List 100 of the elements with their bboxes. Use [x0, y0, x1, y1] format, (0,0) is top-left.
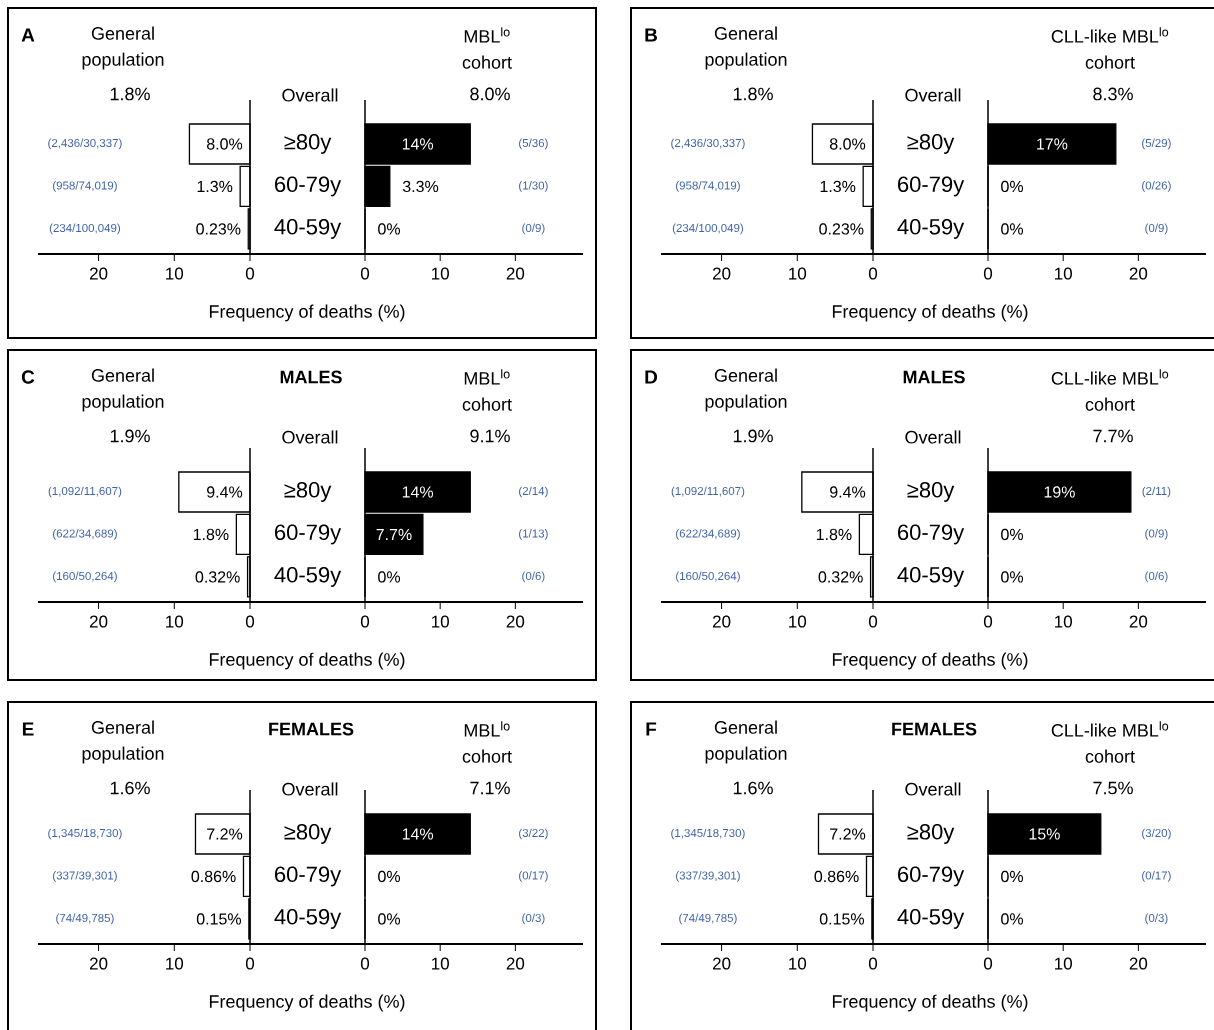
text: 9.1% — [470, 429, 510, 443]
x-tick-label: 20 — [89, 615, 108, 628]
annotation: (958/74,019) — [676, 181, 740, 192]
x-tick-label: 0 — [868, 267, 878, 280]
annotation: 1.8% — [110, 87, 150, 101]
y-tick-label: 40-59y — [897, 908, 965, 929]
data-label: 8.0% — [206, 138, 243, 150]
x-axis-title: Frequency of deaths (%) — [832, 304, 1028, 322]
data-label: 0.23% — [819, 223, 864, 235]
annotation: (1,345/18,730) — [48, 828, 122, 840]
annotation: (337/39,301) — [53, 871, 117, 882]
data-label: 1.8% — [193, 528, 229, 541]
y-tick-label: 40-59y — [897, 566, 965, 587]
x-tick-label: 0 — [868, 957, 878, 970]
annotation: (337/39,301) — [676, 871, 740, 882]
annotation: 1.6% — [110, 781, 150, 795]
x-tick-label: 10 — [432, 615, 449, 628]
annotation: (1,092/11,607) — [48, 486, 122, 498]
x-tick-label: 10 — [432, 957, 449, 970]
y-tick-label: 40-59y — [274, 566, 342, 587]
data-label: 0% — [378, 571, 401, 583]
x-axis-title: Frequency of deaths (%) — [209, 652, 405, 670]
chart-title: MBL$^{lo}$ cohort — [462, 27, 512, 69]
data-label: 0.86% — [814, 870, 859, 883]
x-tick-label: 20 — [506, 957, 525, 970]
annotation: (74/49,785) — [679, 913, 737, 925]
annotation: (622/34,689) — [53, 529, 117, 540]
text: FEMALES — [892, 722, 977, 736]
x-tick-label: 20 — [1129, 267, 1148, 280]
x-tick-label: 0 — [983, 267, 993, 280]
annotation: 1.8% — [733, 87, 773, 101]
data-label: 0% — [1001, 528, 1024, 541]
x-tick-label: 20 — [506, 615, 525, 628]
data-label: 3.3% — [402, 180, 439, 193]
data-label: 17% — [1037, 138, 1068, 150]
annotation: (74/49,785) — [56, 913, 114, 925]
chart-title: CLL-like MBL$^{lo}$ cohort — [1051, 721, 1169, 763]
annotation: (5/29) — [1142, 138, 1171, 150]
text: Overall — [905, 430, 961, 444]
chart-title: General population — [705, 720, 787, 764]
x-tick-label: 10 — [1055, 957, 1072, 970]
data-label: 14% — [402, 486, 434, 498]
annotation: (2,436/30,337) — [671, 138, 745, 150]
data-label: 0.86% — [191, 870, 236, 883]
data-label: 0.32% — [195, 571, 240, 583]
annotation: (1/30) — [519, 181, 548, 192]
chart-title: CLL-like MBL$^{lo}$ cohort — [1051, 27, 1169, 69]
y-tick-label: ≥80y — [284, 824, 332, 844]
annotation: (234/100,049) — [49, 223, 121, 235]
annotation: (0/17) — [1142, 871, 1171, 882]
chart-title: General population — [82, 720, 164, 764]
y-tick-label: 60-79y — [275, 524, 342, 545]
y-tick-label: ≥80y — [907, 824, 955, 844]
data-label: 0.15% — [819, 913, 865, 925]
text: E — [22, 722, 34, 736]
x-tick-label: 20 — [712, 957, 731, 970]
y-tick-label: 60-79y — [898, 176, 965, 197]
annotation: (622/34,689) — [676, 529, 740, 540]
text: D — [645, 370, 658, 384]
x-tick-label: 0 — [360, 267, 370, 280]
x-tick-label: 20 — [712, 615, 731, 628]
annotation: 8.0% — [470, 87, 510, 101]
y-tick-label: ≥80y — [907, 482, 955, 502]
data-label: 0% — [378, 913, 401, 925]
annotation: (0/9) — [1145, 529, 1168, 540]
annotation: 7.1% — [470, 781, 510, 795]
text: 1.9% — [733, 429, 773, 443]
y-tick-label: 60-79y — [898, 524, 965, 545]
x-tick-label: 20 — [1129, 615, 1148, 628]
y-tick-label: 60-79y — [275, 866, 342, 887]
annotation: (3/20) — [1142, 828, 1171, 840]
y-tick-label: 60-79y — [898, 866, 965, 887]
annotation: (0/6) — [522, 571, 545, 583]
text: A — [21, 28, 35, 42]
data-label: 0% — [1001, 913, 1024, 925]
x-tick-label: 0 — [868, 615, 878, 628]
annotation: (958/74,019) — [53, 181, 117, 192]
text: Overall — [282, 782, 338, 796]
annotation: 1.6% — [733, 781, 773, 795]
annotation: (1,092/11,607) — [671, 486, 745, 498]
data-label: 0.15% — [196, 913, 242, 925]
annotation: (0/9) — [1145, 223, 1168, 235]
data-label: 0% — [1001, 571, 1024, 583]
data-label: 0% — [1001, 180, 1024, 193]
text: F — [646, 722, 657, 736]
x-axis-title: Frequency of deaths (%) — [832, 652, 1028, 670]
annotation: (5/36) — [519, 138, 548, 150]
x-tick-label: 0 — [245, 957, 255, 970]
annotation: (0/9) — [522, 223, 545, 235]
data-label: 0% — [378, 870, 401, 883]
chart-title: General population — [705, 26, 787, 70]
x-tick-label: 0 — [983, 957, 993, 970]
x-tick-label: 0 — [360, 615, 370, 628]
data-label: 15% — [1029, 828, 1060, 840]
annotation: (234/100,049) — [672, 223, 744, 235]
annotation: (2,436/30,337) — [48, 138, 122, 150]
y-tick-label: ≥80y — [284, 134, 332, 154]
annotation: (0/3) — [522, 913, 545, 925]
annotation: (0/6) — [1145, 571, 1168, 583]
x-axis-title: Frequency of deaths (%) — [832, 994, 1028, 1012]
